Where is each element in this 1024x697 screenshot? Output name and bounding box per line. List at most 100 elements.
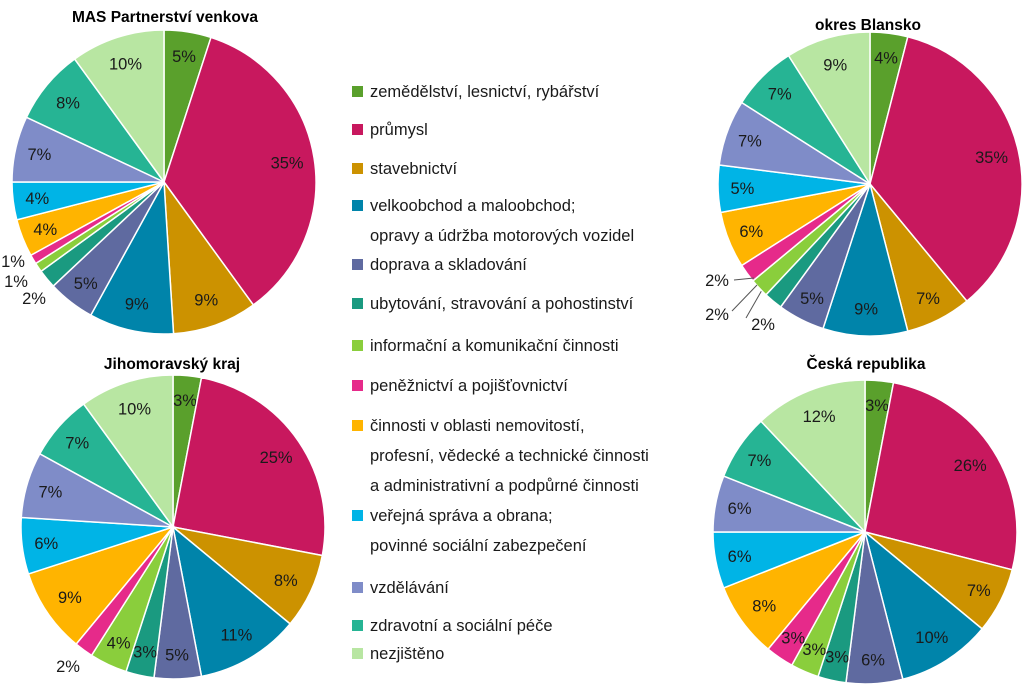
legend-label: doprava a skladování — [370, 253, 527, 277]
slice-label: 9% — [823, 56, 847, 74]
slice-label: 7% — [967, 582, 991, 600]
pie-slice — [89, 179, 175, 335]
legend-label-line: profesní, vědecké a technické činnosti — [370, 447, 649, 465]
slice-label: 25% — [260, 449, 293, 467]
slice-label: 10% — [109, 56, 142, 74]
slice-label: 5% — [74, 275, 98, 293]
legend-label-line: zemědělství, lesnictví, rybářství — [370, 83, 600, 101]
legend-label-line: průmysl — [370, 121, 428, 139]
slice-label: 4% — [874, 49, 898, 67]
slice-label: 6% — [728, 500, 752, 518]
legend-label: veřejná správa a obrana; povinné sociální… — [370, 504, 586, 558]
legend-item: peněžnictví a pojišťovnictví — [352, 374, 568, 398]
slice-label: 4% — [25, 190, 49, 208]
pie-1: 5%35%9%9%5%2%1%1%4%4%7%8%10%MAS Partners… — [1, 9, 317, 335]
legend-swatch — [352, 420, 363, 431]
legend-item: zdravotní a sociální péče — [352, 614, 553, 638]
legend-label-line: vzdělávání — [370, 579, 449, 597]
pie-slice — [822, 181, 909, 337]
slice-label: 7% — [27, 146, 51, 164]
slice-label: 4% — [33, 221, 57, 239]
legend-swatch — [352, 380, 363, 391]
legend-swatch — [352, 124, 363, 135]
legend-label: peněžnictví a pojišťovnictví — [370, 374, 568, 398]
slice-label: 12% — [803, 408, 836, 426]
pie-slice — [172, 376, 326, 557]
slice-label: 4% — [107, 635, 131, 653]
slice-label: 5% — [730, 180, 754, 198]
legend-label: stavebnictví — [370, 157, 457, 181]
slice-label: 2% — [705, 306, 729, 324]
legend-label-line: doprava a skladování — [370, 256, 527, 274]
slice-label: 10% — [915, 629, 948, 647]
legend-swatch — [352, 648, 363, 659]
pie-slice — [869, 35, 1023, 303]
legend-label-line: a administrativní a podpůrné činnosti — [370, 477, 639, 495]
pie-slice — [864, 381, 1018, 571]
pie-slice — [163, 36, 317, 307]
slice-label: 3% — [781, 630, 805, 648]
pie-slice — [787, 31, 871, 187]
pie-slice — [171, 525, 292, 678]
legend-swatch — [352, 510, 363, 521]
slice-label: 2% — [751, 316, 775, 334]
leader-line — [745, 289, 763, 319]
legend-label-line: opravy a údržba motorových vozidel — [370, 227, 635, 245]
legend-swatch — [352, 340, 363, 351]
legend-swatch — [352, 259, 363, 270]
slice-label: 2% — [56, 658, 80, 676]
slice-label: 6% — [34, 535, 58, 553]
legend-swatch — [352, 163, 363, 174]
slice-label: 9% — [58, 589, 82, 607]
legend-label: ubytování, stravování a pohostinství — [370, 292, 633, 316]
legend-label-line: informační a komunikační činnosti — [370, 337, 619, 355]
legend-item: činnosti v oblasti nemovitostí, profesní,… — [352, 414, 649, 498]
legend-label-line: velkoobchod a maloobchod; — [370, 197, 576, 215]
legend-swatch — [352, 298, 363, 309]
slice-label: 3% — [825, 649, 849, 667]
pie-slice — [82, 374, 174, 530]
pie-title: MAS Partnerství venkova — [72, 9, 258, 26]
pie-slice — [27, 525, 176, 646]
slice-label: 7% — [768, 86, 792, 104]
pie-slice — [759, 379, 866, 534]
legend-item: velkoobchod a maloobchod; opravy a údržba… — [352, 194, 634, 248]
legend-item: vzdělávání — [352, 576, 449, 600]
slice-label: 3% — [865, 397, 889, 415]
legend-item: stavebnictví — [352, 157, 457, 181]
legend-label-line: zdravotní a sociální péče — [370, 617, 553, 635]
pie-slice — [163, 179, 255, 335]
slice-label: 11% — [220, 626, 252, 644]
slice-label: 9% — [854, 301, 878, 319]
slice-label: 9% — [194, 291, 218, 309]
slice-label: 3% — [802, 641, 826, 659]
slice-label: 3% — [173, 392, 197, 410]
legend-label-line: stavebnictví — [370, 160, 458, 178]
legend-swatch — [352, 200, 363, 211]
legend-label-line: činnosti v oblasti nemovitostí, — [370, 417, 585, 435]
pie-2: 4% 35% 7% 9% 5% 2% 2% 2% 6% 5% 7% 7% 9% okres Blansko — [705, 17, 1023, 337]
legend-swatch — [352, 620, 363, 631]
slice-label: 7% — [747, 452, 771, 470]
slice-label: 7% — [916, 290, 940, 308]
legend-label-line: veřejná správa a obrana; — [370, 507, 553, 525]
slice-label: 6% — [739, 223, 763, 241]
legend-label: informační a komunikační činnosti — [370, 334, 619, 358]
legend-label: průmysl — [370, 118, 428, 142]
legend-item: nezjištěno — [352, 642, 444, 666]
slice-label: 8% — [56, 95, 80, 113]
legend-label: nezjištěno — [370, 642, 444, 666]
pie-title: Jihomoravský kraj — [104, 356, 240, 373]
legend-item: informační a komunikační činnosti — [352, 334, 619, 358]
slice-label: 8% — [752, 597, 776, 615]
legend-item: veřejná správa a obrana; povinné sociální… — [352, 504, 586, 558]
slice-label: 1% — [1, 253, 25, 271]
slice-label: 6% — [728, 548, 752, 566]
slice-label: 6% — [861, 651, 885, 669]
slice-label: 10% — [118, 401, 151, 419]
slice-label: 2% — [22, 290, 46, 308]
legend-label: velkoobchod a maloobchod; opravy a údržba… — [370, 194, 634, 248]
legend-label-line: povinné sociální zabezpečení — [370, 537, 587, 555]
legend-item: zemědělství, lesnictví, rybářství — [352, 80, 599, 104]
